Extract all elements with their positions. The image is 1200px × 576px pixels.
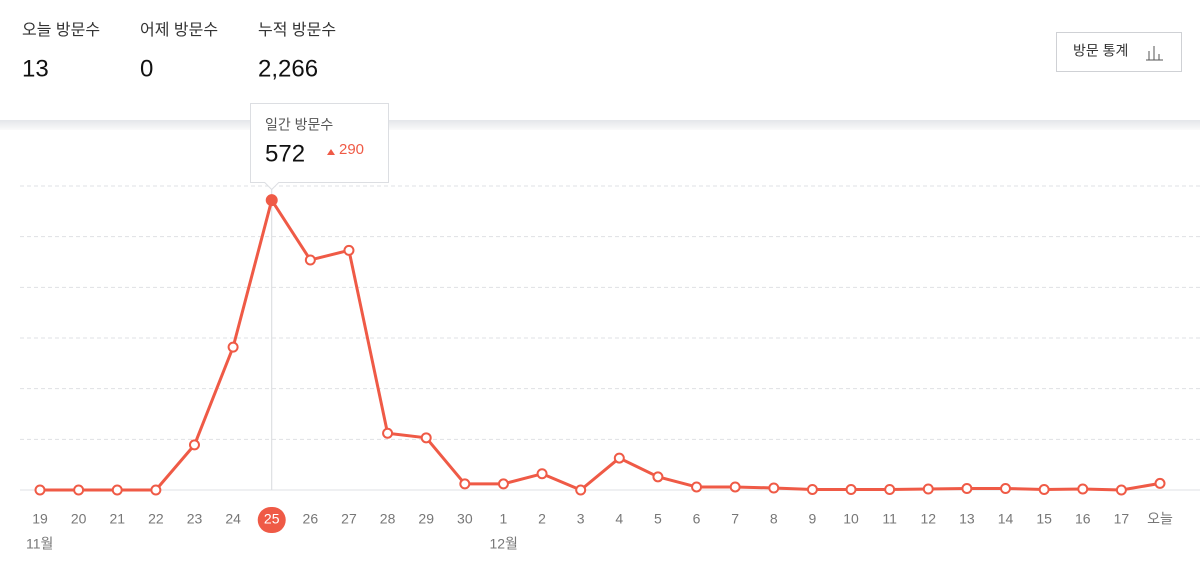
point	[536, 468, 548, 480]
point	[1000, 482, 1012, 494]
tooltip-box	[250, 103, 389, 191]
change-arrow	[327, 149, 335, 155]
month-label: 11월	[26, 536, 53, 552]
x-tick-label: 26	[303, 511, 319, 527]
x-tick-label: 11	[882, 511, 897, 527]
visit-button[interactable]: 방문 통계	[1056, 32, 1182, 72]
x-tick-label: 4	[615, 511, 623, 527]
point	[691, 481, 703, 493]
tooltip: 일간 방문수 572 290	[250, 103, 389, 191]
tooltip-title: 일간 방문수	[265, 117, 333, 133]
point	[729, 481, 741, 493]
separator	[0, 120, 1200, 130]
x-tick-label: 12	[920, 511, 936, 527]
x-tick-label: 오늘	[1147, 511, 1173, 527]
x-tick-label: 22	[148, 511, 164, 527]
stat-value: 13	[22, 55, 49, 82]
point	[304, 254, 316, 266]
point	[382, 427, 394, 439]
x-tick-label: 14	[998, 511, 1014, 527]
point	[845, 483, 857, 495]
point	[227, 341, 239, 353]
point	[111, 484, 123, 496]
x-tick-label: 15	[1036, 511, 1052, 527]
point	[768, 482, 780, 494]
point	[459, 478, 471, 490]
x-tick-label: 8	[770, 511, 778, 527]
x-tick-label: 27	[341, 511, 357, 527]
point	[497, 478, 509, 490]
point	[420, 432, 432, 444]
point	[613, 452, 625, 464]
x-tick-label: 3	[577, 511, 585, 527]
x-tick-label: 13	[959, 511, 975, 527]
button-frame[interactable]	[1056, 32, 1182, 72]
x-tick-label: 17	[1114, 511, 1130, 527]
x-tick-label: 19	[32, 511, 48, 527]
button-label[interactable]: 방문 통계	[1073, 43, 1128, 59]
point	[922, 483, 934, 495]
x-tick-label: 24	[225, 511, 241, 527]
point	[1038, 483, 1050, 495]
x-tick-label: 21	[109, 511, 125, 527]
x-tick-label: 16	[1075, 511, 1091, 527]
point	[1115, 484, 1127, 496]
x-tick-label: 20	[71, 511, 87, 527]
stat-label: 누적 방문수	[258, 21, 336, 39]
point	[150, 484, 162, 496]
month-label: 12월	[489, 536, 517, 552]
button-icon[interactable]	[1146, 46, 1163, 61]
x-tick-label: 6	[693, 511, 701, 527]
point	[188, 439, 200, 451]
point	[884, 483, 896, 495]
stat-value: 0	[140, 55, 153, 82]
point	[806, 483, 818, 495]
stat-label: 어제 방문수	[140, 21, 218, 39]
selected-pill	[257, 507, 286, 533]
x-tick-label: 28	[380, 511, 396, 527]
x-tick-label: 29	[418, 511, 434, 527]
point	[961, 482, 973, 494]
stat-label: 오늘 방문수	[22, 21, 100, 39]
x-tick-label: 25	[264, 511, 280, 527]
point	[575, 484, 587, 496]
x-tick-label: 7	[731, 511, 739, 527]
point	[343, 244, 355, 256]
x-tick-label: 30	[457, 511, 473, 527]
point	[73, 484, 85, 496]
x-tick-label: 1	[500, 511, 508, 527]
stat-value: 2,266	[258, 55, 318, 82]
x-tick-label: 10	[843, 511, 859, 527]
point	[34, 484, 46, 496]
x-tick-label: 5	[654, 511, 662, 527]
point	[1154, 477, 1166, 489]
point	[1077, 483, 1089, 495]
tooltip-change: 290	[339, 141, 364, 158]
point	[265, 194, 278, 207]
line	[40, 198, 1161, 492]
x-tick-label: 23	[187, 511, 203, 527]
point	[652, 471, 664, 483]
x-tick-label: 9	[809, 511, 817, 527]
x-tick-label: 2	[538, 511, 546, 527]
tooltip-value: 572	[265, 140, 305, 167]
